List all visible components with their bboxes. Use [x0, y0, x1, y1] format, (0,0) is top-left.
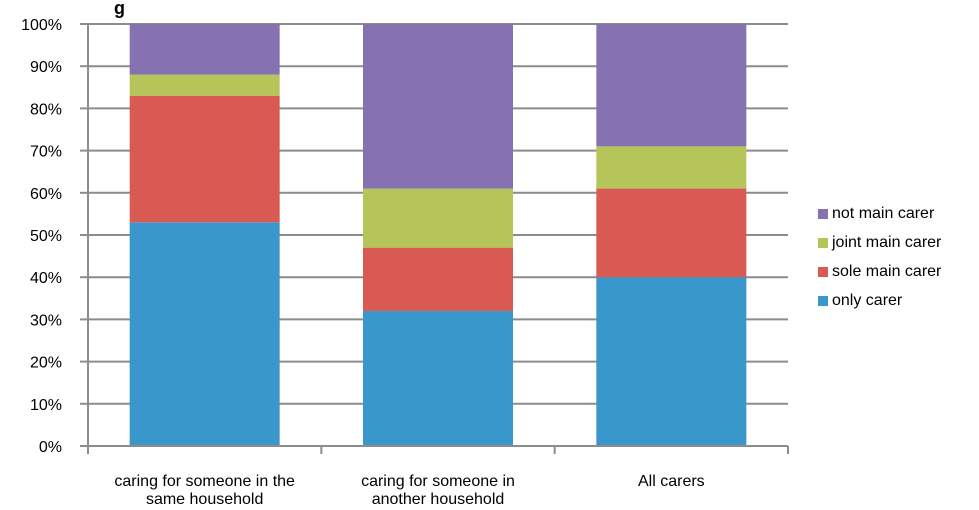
legend: not main carer joint main carer sole main … — [818, 202, 941, 318]
bars — [129, 24, 747, 446]
bar-segment-only-carer — [596, 277, 747, 446]
x-category-label: same household — [146, 491, 263, 508]
bar-segment-joint-main-carer — [129, 74, 280, 96]
x-category-label: caring for someone in the — [114, 473, 295, 490]
y-tick-label: 10% — [30, 397, 62, 414]
legend-label: joint main carer — [832, 234, 942, 251]
bar-segment-not-main-carer — [363, 24, 513, 189]
axes — [87, 24, 789, 454]
bar-segment-only-carer — [129, 222, 280, 446]
legend-item: only carer — [818, 289, 941, 313]
legend-item: sole main carer — [818, 260, 941, 284]
y-tick-label: 30% — [30, 312, 62, 329]
chart-title: g — [114, 0, 125, 18]
legend-item: not main carer — [818, 202, 941, 226]
y-tick-label: 60% — [30, 186, 62, 203]
legend-label: only carer — [832, 292, 903, 309]
x-category-label: another household — [372, 491, 505, 508]
legend-item: joint main carer — [818, 231, 941, 255]
legend-label: sole main carer — [832, 263, 942, 280]
legend-swatch — [818, 209, 828, 219]
y-axis-labels: 0% 10% 20% 30% 40% 50% 60% 70% 80% 90% 100% — [21, 17, 62, 456]
y-tick-label: 100% — [21, 17, 62, 34]
x-category-label: caring for someone in — [361, 473, 515, 490]
legend-label: not main carer — [832, 205, 935, 222]
bar-segment-joint-main-carer — [596, 146, 747, 189]
y-tick-label: 80% — [30, 101, 62, 118]
bar-segment-joint-main-carer — [363, 188, 513, 248]
y-tick-label: 0% — [39, 439, 62, 456]
y-tick-label: 70% — [30, 144, 62, 161]
bar-segment-only-carer — [363, 310, 513, 446]
y-tick-label: 20% — [30, 355, 62, 372]
bar-segment-sole-main-carer — [596, 188, 747, 278]
x-category-label: All carers — [638, 473, 705, 490]
y-tick-label: 90% — [30, 59, 62, 76]
y-tick-label: 40% — [30, 270, 62, 287]
bar-segment-sole-main-carer — [129, 95, 280, 223]
bar-segment-not-main-carer — [596, 24, 747, 147]
bar-segment-sole-main-carer — [363, 247, 513, 311]
bar-segment-not-main-carer — [129, 24, 280, 75]
legend-swatch — [818, 238, 828, 248]
legend-swatch — [818, 296, 828, 306]
y-tick-label: 50% — [30, 228, 62, 245]
legend-swatch — [818, 267, 828, 277]
